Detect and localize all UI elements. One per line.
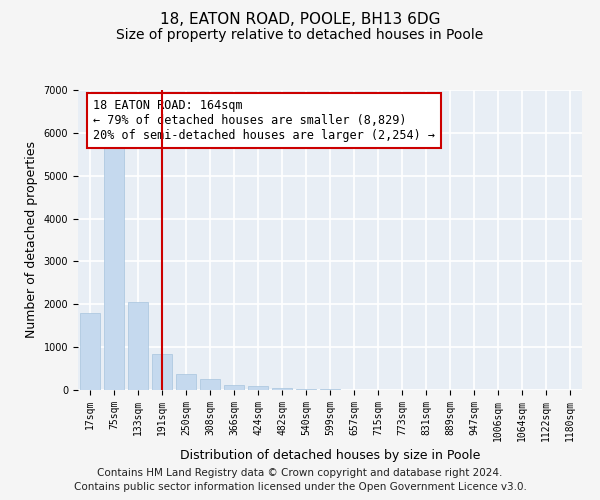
Bar <box>248 386 268 390</box>
Y-axis label: Number of detached properties: Number of detached properties <box>25 142 38 338</box>
Text: 18 EATON ROAD: 164sqm
← 79% of detached houses are smaller (8,829)
20% of semi-d: 18 EATON ROAD: 164sqm ← 79% of detached … <box>93 99 435 142</box>
Text: 18, EATON ROAD, POOLE, BH13 6DG: 18, EATON ROAD, POOLE, BH13 6DG <box>160 12 440 28</box>
Bar <box>272 388 292 390</box>
Bar <box>104 144 124 390</box>
Bar <box>128 302 148 390</box>
Bar <box>224 384 244 390</box>
Bar <box>80 313 100 390</box>
X-axis label: Distribution of detached houses by size in Poole: Distribution of detached houses by size … <box>180 449 480 462</box>
Bar <box>176 374 196 390</box>
Text: Contains HM Land Registry data © Crown copyright and database right 2024.
Contai: Contains HM Land Registry data © Crown c… <box>74 468 526 492</box>
Bar <box>320 389 340 390</box>
Bar <box>152 354 172 390</box>
Text: Size of property relative to detached houses in Poole: Size of property relative to detached ho… <box>116 28 484 42</box>
Bar <box>200 380 220 390</box>
Bar <box>296 388 316 390</box>
